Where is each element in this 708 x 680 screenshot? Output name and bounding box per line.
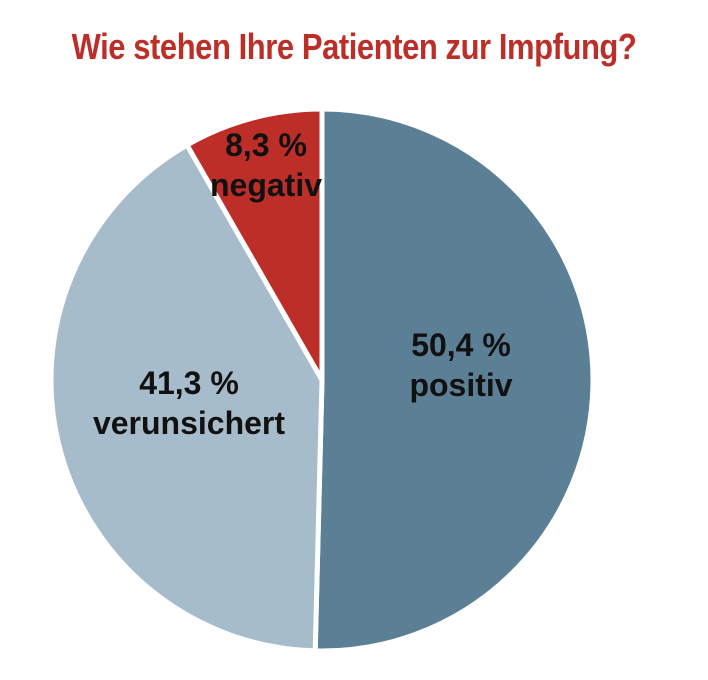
chart-title: Wie stehen Ihre Patienten zur Impfung?: [71, 26, 637, 67]
slice-category-label-verunsichert: verunsichert: [93, 405, 285, 441]
slice-value-label-verunsichert: 41,3 %: [139, 365, 239, 401]
pie-slice-verunsichert: [48, 142, 325, 654]
slice-value-label-positiv: 50,4 %: [411, 327, 511, 363]
slice-category-label-negativ: negativ: [210, 167, 322, 203]
pie-labels: 50,4 % positiv 41,3 % verunsichert 8,3 % nega…: [93, 127, 513, 441]
pie-slices: [48, 106, 596, 654]
pie-slice-negativ: [184, 106, 325, 383]
slice-category-label-positiv: positiv: [409, 367, 512, 403]
pie-slice-positiv: [312, 106, 596, 654]
slice-value-label-negativ: 8,3 %: [225, 127, 307, 163]
